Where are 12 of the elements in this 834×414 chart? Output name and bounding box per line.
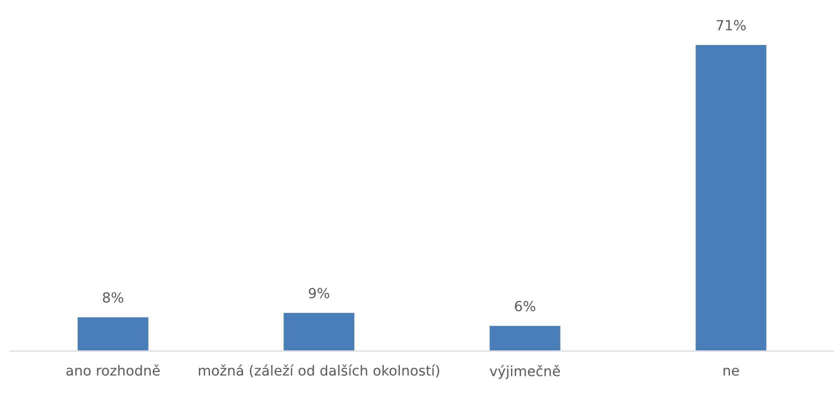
- data-label: 8%: [102, 292, 124, 303]
- bar: [488, 324, 562, 352]
- data-label: 9%: [308, 288, 330, 298]
- data-label: 6%: [514, 300, 536, 312]
- x-tick-label: ano rozhodně: [66, 364, 160, 376]
- bar: [694, 44, 768, 352]
- bar: [282, 311, 356, 352]
- x-tick-label: ne: [724, 368, 739, 376]
- data-label: 71%: [716, 20, 746, 30]
- bar: [76, 316, 150, 352]
- x-tick-label: výjimečně: [490, 364, 560, 379]
- x-tick-label: možná (záleží od dalších okolností): [198, 364, 440, 378]
